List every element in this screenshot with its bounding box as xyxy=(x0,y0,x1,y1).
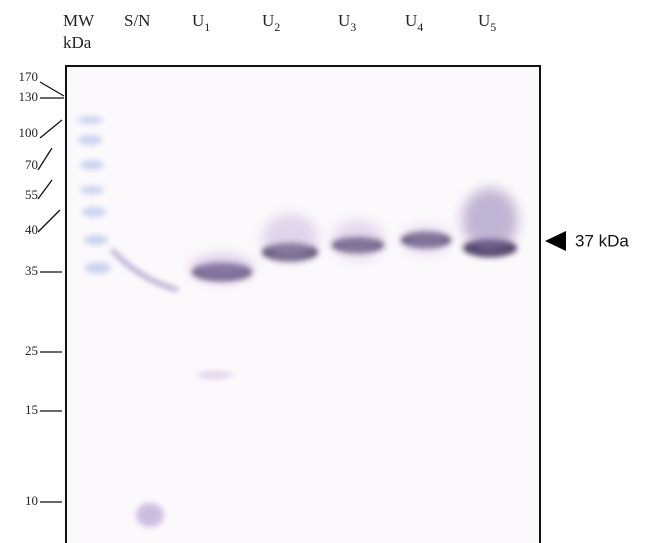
arrow-label: 37 kDa xyxy=(575,231,629,250)
unit-subscript: 3 xyxy=(350,20,356,34)
arrow xyxy=(545,231,566,251)
gel-frame xyxy=(65,65,541,543)
unit-letter: U xyxy=(478,11,490,30)
marker-label: 25 xyxy=(25,343,38,358)
marker-label: 170 xyxy=(19,69,39,84)
kda-label: kDa xyxy=(63,33,92,52)
unit-label: U4 xyxy=(405,11,423,34)
marker-labels: 170 130 100 70 55 40 35 25 15 10 xyxy=(19,69,39,508)
unit-letter: U xyxy=(262,11,274,30)
unit-label: U1 xyxy=(192,11,210,34)
unit-label: U2 xyxy=(262,11,280,34)
marker-label: 100 xyxy=(19,125,39,140)
unit-label: U3 xyxy=(338,11,356,34)
marker-label: 35 xyxy=(25,263,38,278)
unit-letter: U xyxy=(405,11,417,30)
marker-label: 55 xyxy=(25,187,38,202)
marker-label: 70 xyxy=(25,157,38,172)
marker-label: 10 xyxy=(25,493,38,508)
marker-ticks xyxy=(37,81,65,503)
unit-letter: U xyxy=(192,11,204,30)
sn-label: S/N xyxy=(124,11,150,30)
marker-label: 40 xyxy=(25,222,38,237)
unit-subscript: 5 xyxy=(490,20,496,34)
unit-label: U5 xyxy=(478,11,496,34)
marker-label: 130 xyxy=(19,89,39,104)
mw-label: MW xyxy=(63,11,95,30)
marker-label: 15 xyxy=(25,402,38,417)
unit-subscript: 1 xyxy=(204,20,210,34)
unit-subscript: 2 xyxy=(274,20,280,34)
unit-letter: U xyxy=(338,11,350,30)
bands xyxy=(77,116,518,527)
gel-background xyxy=(66,66,540,543)
unit-subscript: 4 xyxy=(417,20,423,34)
unit-labels: U1 U2 U3 U4 U5 xyxy=(192,11,496,34)
